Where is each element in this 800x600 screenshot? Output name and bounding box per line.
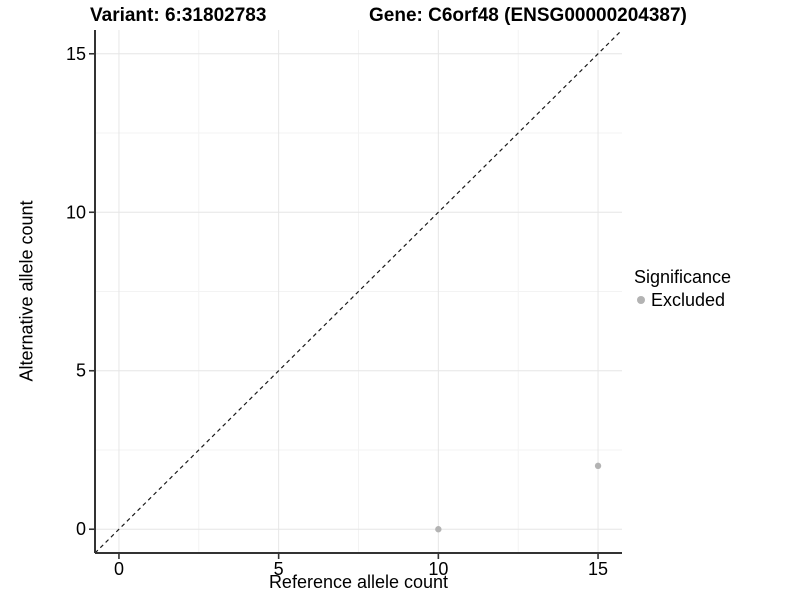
data-point	[435, 526, 442, 533]
y-tick-label: 15	[66, 44, 86, 64]
legend: Significance Excluded	[634, 266, 731, 311]
identity-dashed-line	[94, 29, 623, 554]
excluded-point-icon	[637, 296, 645, 304]
plot-title-variant: Variant: 6:31802783	[90, 5, 267, 26]
x-tick-label: 15	[588, 559, 608, 579]
y-tick-label: 5	[76, 361, 86, 381]
y-axis-title: Alternative allele count	[16, 200, 37, 382]
plot-title-gene: Gene: C6orf48 (ENSG00000204387)	[369, 5, 687, 26]
legend-item-label: Excluded	[651, 290, 726, 310]
y-tick-label: 10	[66, 202, 86, 222]
x-tick-label: 10	[428, 559, 448, 579]
legend-title: Significance	[634, 267, 732, 287]
y-tick-label: 0	[76, 519, 86, 539]
legend-item-excluded: Excluded	[634, 289, 731, 311]
data-point	[594, 462, 602, 470]
x-tick-label: 5	[274, 559, 284, 579]
x-tick-label: 0	[114, 559, 124, 579]
x-axis-title: Reference allele count	[268, 572, 449, 592]
